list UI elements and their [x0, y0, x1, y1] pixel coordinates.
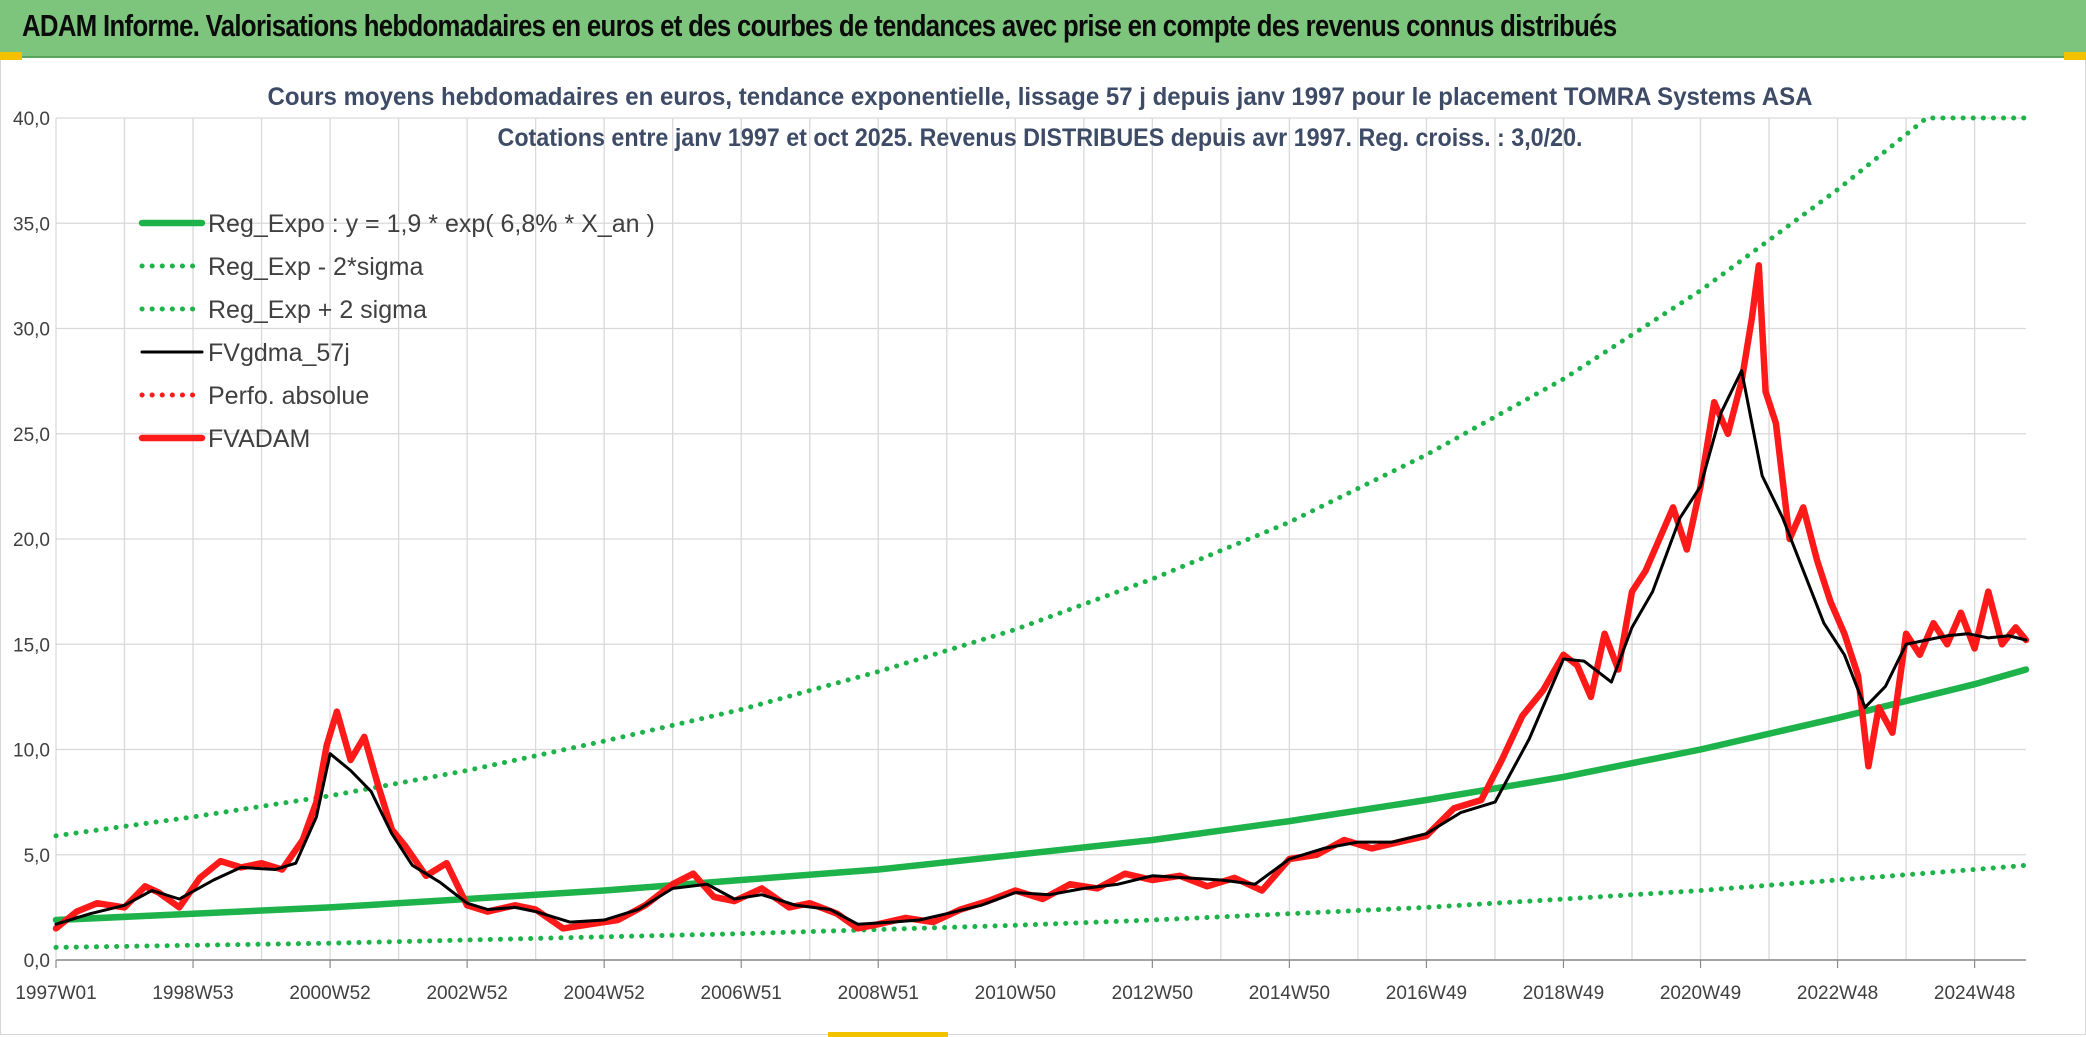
x-tick-label: 2018W49 [1523, 983, 1604, 1004]
x-tick-label: 2024W48 [1934, 983, 2015, 1004]
chart-area: 0,0 5,0 10,0 15,0 20,0 25,0 30,0 35,0 40,0 1997W0… [13, 83, 2030, 1004]
legend-label-1: Reg_Exp - 2*sigma [208, 253, 423, 281]
series-line-5 [52, 262, 2030, 932]
chart-subtitle: Cotations entre janv 1997 et oct 2025. R… [498, 124, 1583, 152]
series-line-3 [54, 369, 2028, 926]
legend-label-5: FVADAM [208, 425, 310, 453]
legend-label-3: FVgdma_57j [208, 339, 350, 367]
y-tick-label: 35,0 [13, 214, 50, 235]
y-tick-label: 20,0 [13, 530, 50, 551]
x-tick-label: 2020W49 [1660, 983, 1741, 1004]
legend: Reg_Expo : y = 1,9 * exp( 6,8% * X_an ) R… [138, 210, 655, 453]
x-tick-label: 1998W53 [152, 983, 233, 1004]
x-tick-label: 2004W52 [564, 983, 645, 1004]
x-tick-label: 2022W48 [1797, 983, 1878, 1004]
chart-title: Cours moyens hebdomadaires en euros, ten… [268, 83, 1813, 111]
series [52, 115, 2030, 950]
bottom-accent-strip [828, 1032, 948, 1037]
axes: 0,0 5,0 10,0 15,0 20,0 25,0 30,0 35,0 40,0 1997W0… [13, 109, 2026, 1004]
x-tick-label: 2014W50 [1249, 983, 1330, 1004]
x-tick-label: 2012W50 [1112, 983, 1193, 1004]
corner-marker-left [0, 52, 22, 60]
y-tick-label: 30,0 [13, 320, 50, 341]
x-tick-label: 2000W52 [289, 983, 370, 1004]
header-banner: ADAM Informe. Valorisations hebdomadaire… [0, 0, 2086, 58]
legend-label-4: Perfo. absolue [208, 382, 369, 410]
y-tick-label: 25,0 [13, 425, 50, 446]
x-tick-label: 2006W51 [701, 983, 782, 1004]
y-tick-label: 15,0 [13, 635, 50, 656]
series-line-1 [53, 862, 2029, 950]
x-tick-label: 2010W50 [975, 983, 1056, 1004]
y-tick-label: 10,0 [13, 741, 50, 762]
x-tick-label: 2008W51 [838, 983, 919, 1004]
y-tick-label: 40,0 [13, 109, 50, 130]
x-tick-label: 1997W01 [15, 983, 96, 1004]
corner-marker-right [2064, 52, 2086, 60]
series-line-0 [52, 666, 2030, 924]
y-tick-label: 5,0 [24, 846, 50, 867]
x-tick-label: 2016W49 [1386, 983, 1467, 1004]
x-tick-label: 2002W52 [426, 983, 507, 1004]
legend-label-0: Reg_Expo : y = 1,9 * exp( 6,8% * X_an ) [208, 210, 655, 238]
y-tick-label: 0,0 [24, 951, 50, 972]
legend-label-2: Reg_Exp + 2 sigma [208, 296, 427, 324]
grid [56, 117, 2026, 961]
header-title: ADAM Informe. Valorisations hebdomadaire… [22, 8, 1617, 43]
